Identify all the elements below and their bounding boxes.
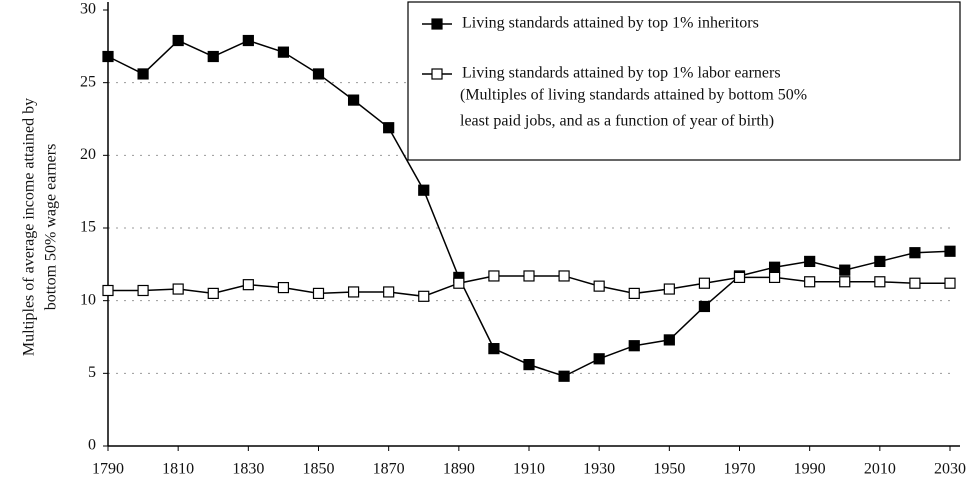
point	[418, 290, 430, 302]
point	[453, 277, 465, 289]
point	[909, 277, 921, 289]
point	[874, 276, 886, 288]
point	[944, 277, 956, 289]
point	[593, 353, 605, 365]
x-tick-label: 1830	[232, 461, 264, 478]
point	[874, 255, 886, 268]
point	[137, 284, 149, 297]
point	[768, 271, 781, 284]
point	[628, 340, 640, 352]
y-tick-label: 15	[80, 219, 96, 236]
x-tick-label: 1870	[373, 461, 405, 478]
x-tick-label: 1850	[303, 461, 335, 478]
x-tick-label: 1890	[443, 461, 475, 478]
y-tick-label: 0	[88, 437, 96, 454]
point	[839, 264, 851, 276]
point	[663, 283, 675, 295]
y-axis-label: Multiples of average income attained by	[21, 98, 38, 356]
x-tick-label: 1810	[162, 461, 194, 478]
x-tick-label: 1990	[794, 461, 826, 478]
point	[312, 68, 325, 80]
legend-marker	[431, 68, 443, 80]
y-tick-label: 30	[80, 1, 96, 18]
point	[558, 270, 570, 282]
point	[698, 277, 711, 289]
y-tick-label: 25	[80, 73, 96, 90]
point	[804, 276, 816, 288]
point	[558, 370, 570, 382]
point	[593, 280, 605, 292]
x-tick-label: 1950	[653, 461, 685, 478]
point	[137, 68, 149, 80]
point	[944, 245, 956, 257]
point	[909, 247, 921, 259]
point	[102, 50, 114, 63]
point	[839, 276, 851, 288]
point	[207, 287, 219, 299]
point	[523, 270, 535, 282]
x-tick-label: 1790	[92, 461, 124, 478]
point	[102, 284, 114, 297]
point	[488, 343, 500, 355]
y-tick-label: 20	[80, 146, 96, 163]
point	[733, 271, 746, 284]
point	[312, 287, 325, 299]
x-tick-label: 1910	[513, 461, 545, 478]
legend-note: least paid jobs, and as a function of ye…	[460, 113, 774, 130]
point	[418, 184, 430, 196]
point	[804, 255, 816, 268]
point	[242, 34, 254, 47]
x-tick-label: 1970	[724, 461, 756, 478]
point	[347, 286, 360, 298]
legend-label: Living standards attained by top 1% labo…	[462, 65, 781, 82]
point	[698, 300, 711, 313]
point	[242, 279, 254, 291]
point	[628, 287, 640, 299]
y-axis-label: bottom 50% wage earners	[43, 144, 60, 311]
point	[523, 359, 535, 371]
point	[172, 34, 184, 47]
point	[277, 281, 290, 294]
x-tick-label: 2030	[934, 461, 966, 478]
point	[768, 261, 781, 273]
point	[172, 283, 184, 295]
y-tick-label: 10	[80, 291, 96, 308]
y-tick-label: 5	[88, 364, 96, 381]
point	[347, 94, 360, 106]
point	[207, 50, 219, 63]
point	[488, 270, 500, 282]
point	[663, 334, 675, 346]
point	[277, 46, 290, 58]
legend-box	[407, 1, 961, 161]
legend-marker	[431, 18, 443, 30]
legend-label: Living standards attained by top 1% inhe…	[462, 15, 759, 32]
x-tick-label: 2010	[864, 461, 896, 478]
legend-note: (Multiples of living standards attained …	[460, 87, 807, 104]
point	[383, 286, 395, 298]
x-tick-label: 1930	[583, 461, 615, 478]
point	[383, 122, 395, 134]
